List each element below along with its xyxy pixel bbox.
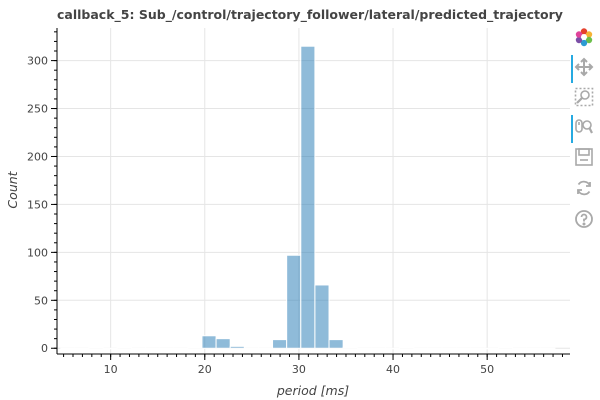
- histogram-bar: [215, 338, 231, 349]
- histogram-bar: [483, 347, 499, 350]
- histogram-bar: [187, 346, 203, 349]
- histogram-bar: [286, 254, 302, 349]
- x-tick-label: 30: [292, 363, 306, 376]
- chart-title: callback_5: Sub_/control/trajectory_foll…: [57, 7, 563, 22]
- histogram-bar: [159, 347, 175, 350]
- y-ticks: 0 50 100 150 200 250 300: [27, 31, 57, 355]
- histogram-bar: [469, 347, 485, 350]
- histogram-bar: [173, 347, 189, 350]
- histogram-bar: [257, 347, 274, 350]
- histogram-bar: [88, 346, 104, 349]
- save-tool-button[interactable]: [568, 144, 600, 172]
- histogram-bar: [74, 347, 90, 350]
- y-tick-label: 100: [27, 246, 48, 259]
- help-tool-icon: [575, 210, 593, 228]
- histogram-bar: [512, 347, 528, 350]
- x-tick-label: 50: [480, 363, 494, 376]
- histogram-bar: [229, 345, 245, 349]
- histogram-bar: [60, 347, 76, 350]
- toolbar: [568, 24, 600, 244]
- box-zoom-tool-button[interactable]: [568, 84, 600, 112]
- y-tick-label: 50: [34, 294, 48, 307]
- histogram-bar: [201, 335, 217, 349]
- histogram-bar: [540, 347, 556, 350]
- histogram-bar: [441, 347, 457, 350]
- histogram-bar: [116, 346, 132, 349]
- histogram-bar: [300, 45, 316, 349]
- y-tick-label: 250: [27, 103, 48, 116]
- histogram-bar: [413, 347, 429, 350]
- histogram-bar: [399, 346, 415, 349]
- histogram-bar: [243, 347, 259, 350]
- histogram-bar: [272, 339, 288, 349]
- histogram-bars: [60, 45, 556, 350]
- axes: [56, 28, 570, 355]
- y-axis-label: Count: [5, 170, 20, 208]
- histogram-bar: [385, 347, 401, 350]
- histogram-bar: [370, 347, 387, 350]
- histogram-bar: [356, 347, 372, 350]
- histogram-bar: [102, 347, 118, 350]
- reset-tool-icon: [577, 180, 591, 196]
- y-tick-label: 0: [41, 342, 48, 355]
- y-tick-label: 150: [27, 198, 48, 211]
- histogram-bar: [314, 284, 330, 349]
- reset-tool-button[interactable]: [568, 175, 600, 203]
- histogram-bar: [427, 347, 443, 350]
- histogram-bar: [328, 339, 344, 349]
- x-tick-label: 40: [386, 363, 400, 376]
- box-zoom-tool-icon: [574, 87, 594, 107]
- histogram-bar: [526, 347, 542, 350]
- y-tick-label: 200: [27, 150, 48, 163]
- histogram-bar: [130, 347, 146, 350]
- histogram-bar: [455, 347, 471, 350]
- x-ticks: 10 20 30 40 50: [63, 354, 563, 376]
- x-tick-label: 10: [104, 363, 118, 376]
- save-tool-icon: [575, 148, 593, 166]
- help-tool-button[interactable]: [568, 206, 600, 234]
- histogram-bar: [144, 347, 161, 350]
- pan-tool-icon: [574, 57, 594, 77]
- x-axis-label: period [ms]: [276, 383, 349, 398]
- histogram-bar: [342, 346, 358, 349]
- wheel-zoom-tool-button[interactable]: [568, 114, 600, 143]
- histogram-bar: [497, 346, 514, 349]
- bokeh-logo-button[interactable]: [568, 24, 600, 52]
- wheel-zoom-tool-icon: [575, 119, 593, 134]
- x-tick-label: 20: [198, 363, 212, 376]
- y-tick-label: 300: [27, 55, 48, 68]
- bokeh-logo-icon: [575, 28, 593, 47]
- pan-tool-button[interactable]: [568, 54, 600, 83]
